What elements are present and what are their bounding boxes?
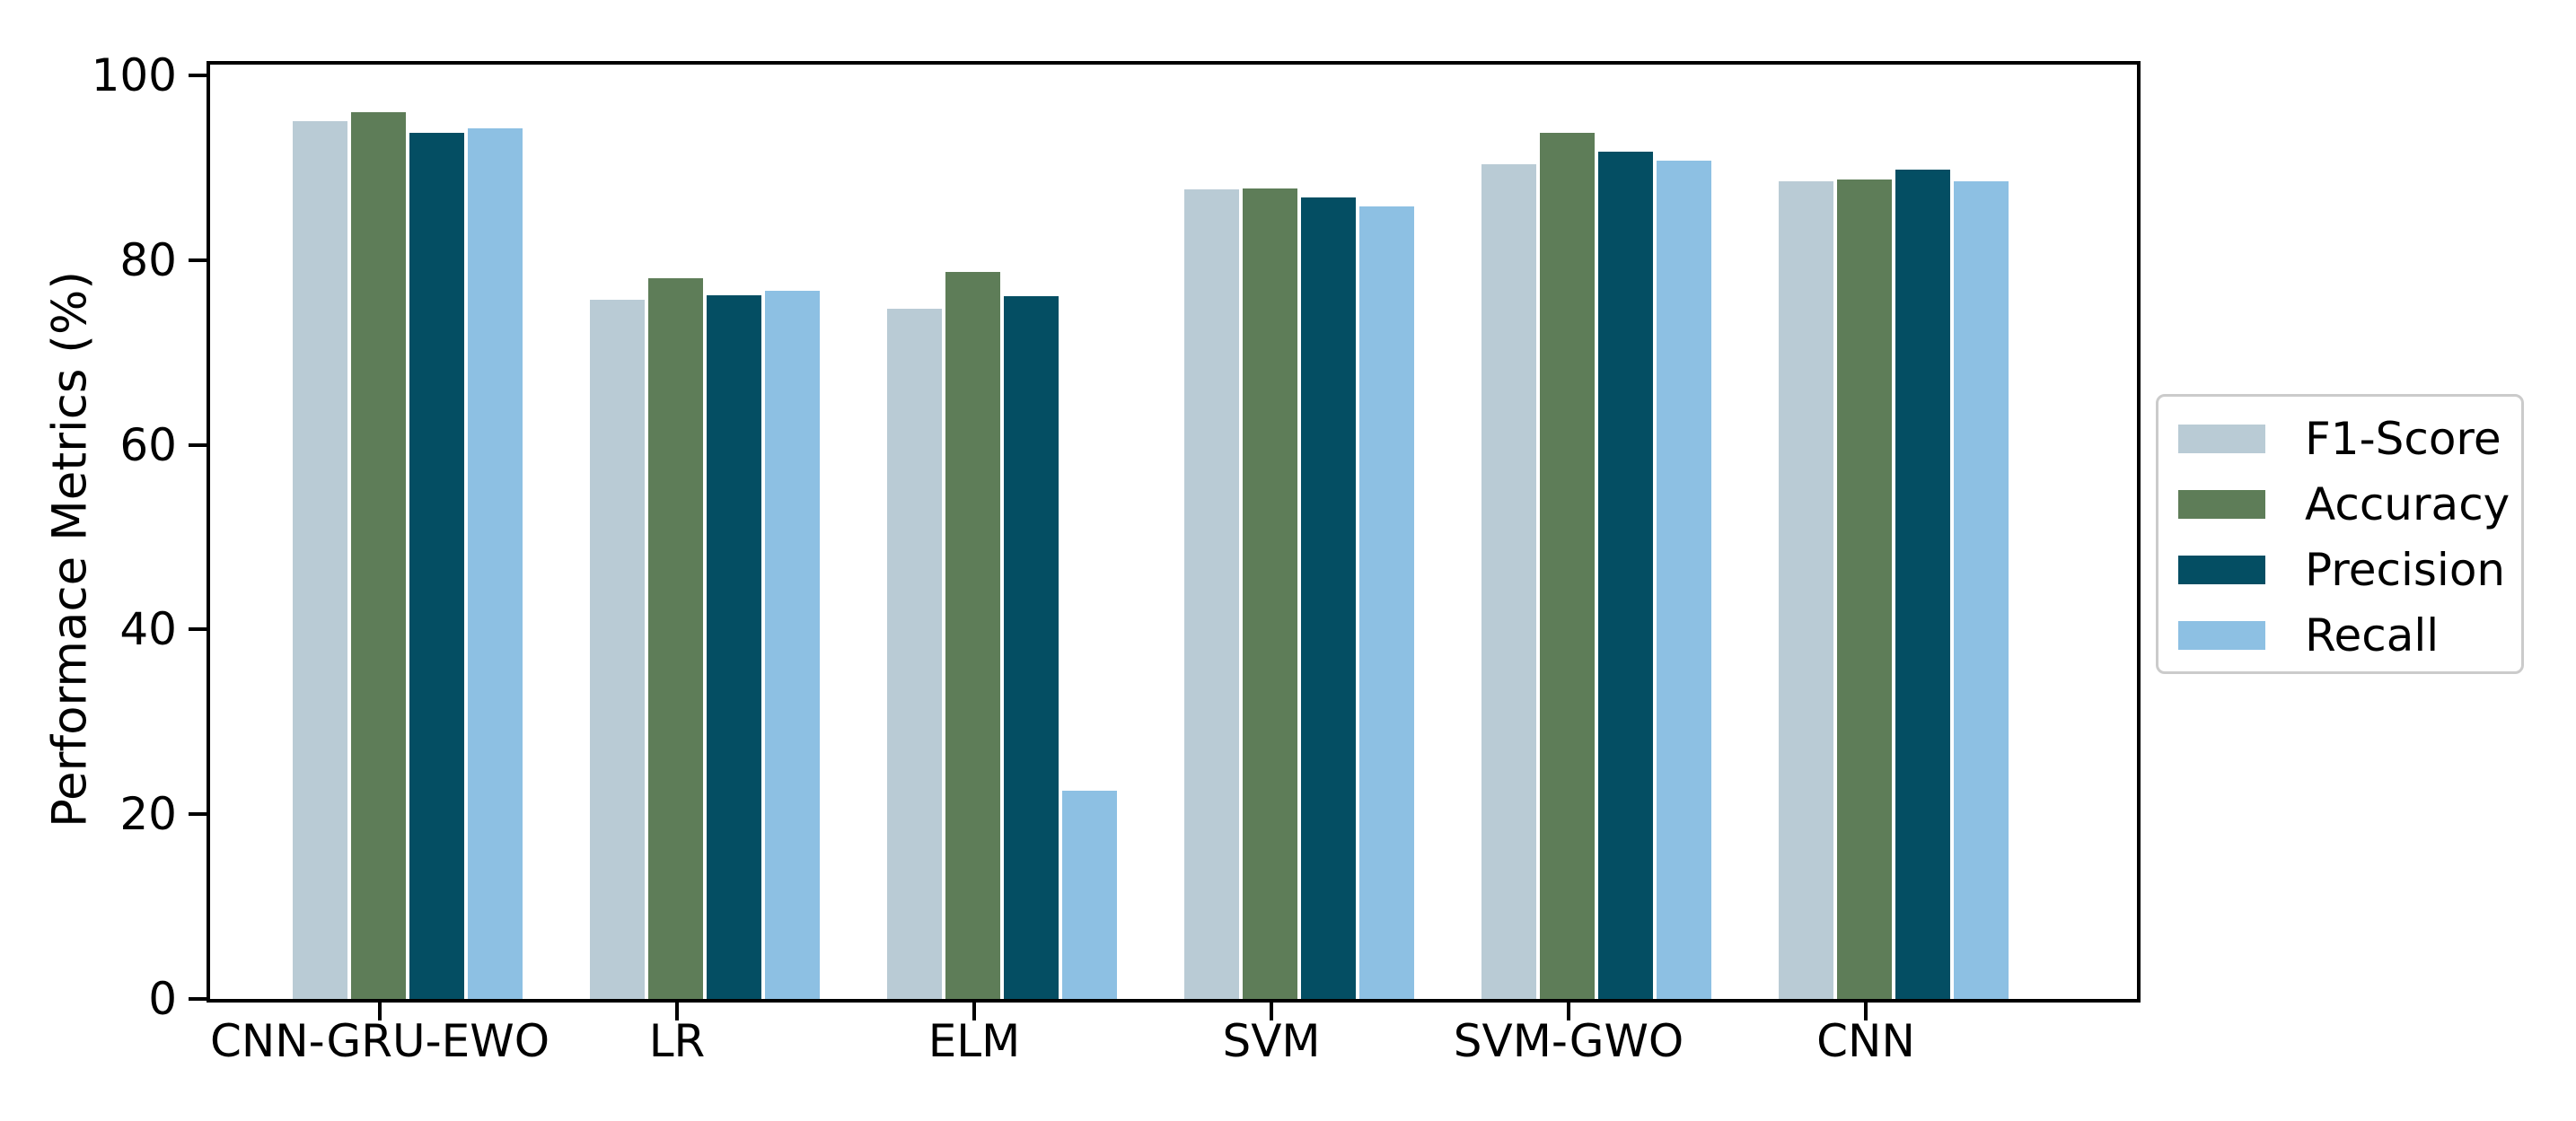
bar-accuracy-elm <box>945 272 1000 999</box>
y-tick-mark-40 <box>189 627 207 632</box>
x-tick-label-cnn: CNN <box>1816 1015 1915 1067</box>
bar-recall-lr <box>765 290 820 999</box>
bar-recall-svm-gwo <box>1657 160 1711 999</box>
legend-swatch-f1-score <box>2178 424 2265 453</box>
legend-label-recall: Recall <box>2305 609 2440 661</box>
x-tick-mark-lr <box>675 1003 679 1020</box>
bar-f1-score-lr <box>590 300 645 999</box>
legend-label-f1-score: F1-Score <box>2305 412 2501 465</box>
y-tick-mark-100 <box>189 74 207 77</box>
bar-f1-score-cnn <box>1779 181 1833 999</box>
legend-label-accuracy: Accuracy <box>2305 477 2510 530</box>
x-tick-label-cnn-gru-ewo: CNN-GRU-EWO <box>209 1015 550 1067</box>
bar-precision-cnn-gru-ewo <box>409 132 464 999</box>
bar-precision-lr <box>707 294 761 999</box>
legend-item-accuracy: Accuracy <box>2158 471 2521 537</box>
bar-accuracy-svm <box>1243 188 1297 999</box>
legend-item-recall: Recall <box>2158 602 2521 668</box>
y-tick-label-20: 20 <box>119 788 177 841</box>
plot-area: 0 20 40 60 80 100 CNN-GRU-EWO LR ELM SVM SVM-GWO C… <box>92 53 2141 1064</box>
y-tick-label-60: 60 <box>119 418 177 471</box>
bar-recall-cnn <box>1954 181 2009 999</box>
legend-item-f1-score: F1-Score <box>2158 406 2521 471</box>
bar-accuracy-lr <box>648 278 703 999</box>
bar-recall-cnn-gru-ewo <box>468 127 523 999</box>
x-tick-label-lr: LR <box>648 1015 706 1067</box>
y-tick-mark-20 <box>189 812 207 817</box>
legend: F1-Score Accuracy Precision Recall <box>2156 394 2524 674</box>
legend-swatch-recall <box>2178 620 2265 650</box>
legend-swatch-precision <box>2178 555 2265 584</box>
bar-accuracy-svm-gwo <box>1540 132 1595 999</box>
y-tick-label-100: 100 <box>91 49 177 101</box>
bar-precision-cnn <box>1895 169 1950 999</box>
bar-group-lr <box>590 278 820 999</box>
y-tick-label-0: 0 <box>148 973 177 1025</box>
y-tick-mark-0 <box>189 997 207 1001</box>
y-tick-label-80: 80 <box>119 233 177 286</box>
y-tick-mark-80 <box>189 258 207 262</box>
bar-precision-svm-gwo <box>1598 152 1653 999</box>
bar-group-elm <box>887 272 1117 999</box>
y-axis-label: Performace Metrics (%) <box>42 270 98 828</box>
x-tick-mark-cnn-gru-ewo <box>378 1003 382 1020</box>
legend-label-precision: Precision <box>2305 543 2506 596</box>
bar-f1-score-cnn-gru-ewo <box>293 121 347 999</box>
bar-f1-score-svm <box>1184 188 1239 999</box>
x-tick-label-svm: SVM <box>1222 1015 1321 1067</box>
x-tick-mark-svm <box>1270 1003 1273 1020</box>
y-tick-label-40: 40 <box>119 603 177 656</box>
bar-precision-elm <box>1004 295 1059 999</box>
bar-group-svm-gwo <box>1481 132 1711 999</box>
x-tick-label-elm: ELM <box>928 1015 1021 1067</box>
x-tick-mark-svm-gwo <box>1567 1003 1570 1020</box>
y-tick-mark-60 <box>189 442 207 447</box>
x-tick-mark-cnn <box>1864 1003 1868 1020</box>
bar-precision-svm <box>1301 197 1356 999</box>
legend-swatch-accuracy <box>2178 489 2265 519</box>
bar-group-cnn-gru-ewo <box>293 112 523 999</box>
bar-recall-svm <box>1359 206 1414 999</box>
x-tick-mark-elm <box>972 1003 976 1020</box>
bar-accuracy-cnn-gru-ewo <box>351 112 406 999</box>
bar-recall-elm <box>1062 791 1117 999</box>
bars-layer <box>210 65 2137 999</box>
bar-group-cnn <box>1779 169 2009 999</box>
legend-item-precision: Precision <box>2158 537 2521 602</box>
bar-accuracy-cnn <box>1837 180 1892 999</box>
bar-group-svm <box>1184 188 1414 999</box>
bar-f1-score-elm <box>887 309 942 999</box>
bar-f1-score-svm-gwo <box>1481 163 1536 999</box>
x-tick-label-svm-gwo: SVM-GWO <box>1453 1015 1684 1067</box>
